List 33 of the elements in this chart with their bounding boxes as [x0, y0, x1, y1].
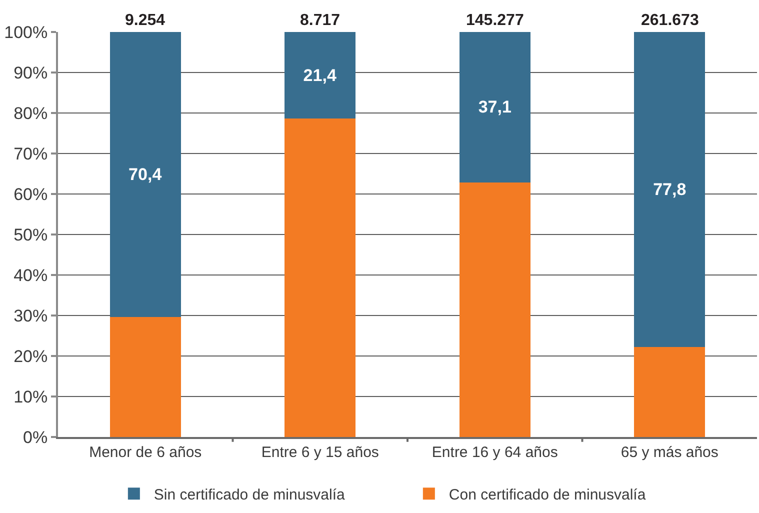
data-label: 21,4	[303, 66, 337, 85]
y-tick-label: 10%	[14, 387, 48, 406]
bar	[110, 317, 181, 437]
legend-label: Sin certificado de minusvalía	[154, 486, 346, 504]
bar	[284, 118, 356, 437]
bar	[110, 32, 181, 318]
annotation: 8.717	[300, 12, 340, 29]
annotation: 261.673	[641, 12, 699, 29]
bar	[634, 347, 706, 437]
y-tick-label: 40%	[14, 266, 48, 285]
data-label: 37,1	[478, 98, 512, 117]
bar	[284, 32, 356, 119]
y-tick-label: 60%	[14, 184, 48, 204]
annotation: 145.277	[466, 12, 524, 29]
bar	[459, 32, 530, 182]
x-tick-label: Menor de 6 años	[89, 444, 202, 461]
annotation: 9.254	[125, 12, 166, 29]
x-tick-label: 65 y más años	[620, 444, 718, 461]
y-tick-label: 100%	[4, 22, 48, 42]
y-tick-label: 0%	[23, 428, 48, 447]
data-label: 77,8	[653, 180, 686, 200]
bar	[634, 32, 706, 348]
y-tick-label: 30%	[14, 306, 48, 326]
y-tick-label: 70%	[14, 144, 48, 164]
bar	[459, 182, 530, 437]
y-tick-label: 20%	[14, 346, 48, 366]
x-tick-label: Entre 16 y 64 años	[432, 444, 558, 461]
x-tick-label: Entre 6 y 15 años	[261, 444, 379, 461]
y-tick-label: 80%	[14, 104, 48, 123]
legend-label: Con certificado de minusvalía	[448, 486, 646, 504]
y-tick-label: 50%	[14, 225, 48, 244]
data-label: 70,4	[128, 165, 162, 184]
y-tick-label: 90%	[14, 63, 48, 82]
